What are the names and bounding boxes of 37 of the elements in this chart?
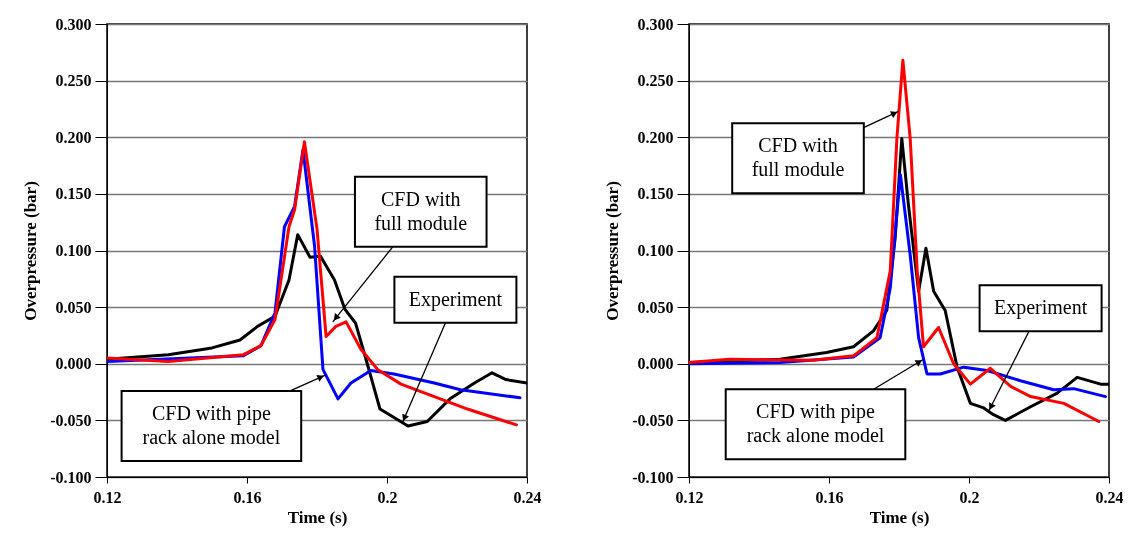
y-tick-label: 0.000 [55,355,92,373]
y-tick-label: 0.100 [637,242,674,259]
x-tick-label: 0.24 [513,488,542,506]
x-tick-label: 0.12 [675,488,704,506]
y-tick-label: 0.300 [55,15,92,33]
y-tick-label: 0.100 [55,242,92,259]
annotation: CFD with full module [374,187,468,234]
y-tick-label: 0.000 [637,355,674,373]
x-tick-label: 0.24 [1095,488,1124,506]
y-tick-label: 0.300 [637,15,674,33]
x-tick-label: 0.2 [959,488,980,506]
y-tick-label: -0.100 [632,468,674,486]
x-tick-label: 0.16 [815,488,844,506]
x-tick-label: 0.2 [377,488,398,506]
y-tick-label: -0.050 [50,411,92,429]
y-tick-label: 0.200 [637,128,674,146]
y-tick-label: 0.250 [55,72,92,90]
y-tick-label: -0.100 [50,468,92,486]
x-axis-title: Time (s) [287,507,348,527]
y-tick-label: 0.150 [637,185,674,203]
annotation: Experiment [993,296,1088,320]
y-axis-title: Overpressure (bar) [21,181,41,321]
annotation: CFD with pipe rack alone model [142,402,281,449]
y-tick-label: 0.250 [637,72,674,90]
y-tick-label: 0.150 [55,185,92,203]
x-tick-label: 0.12 [93,488,122,506]
annotation: Experiment [408,287,503,311]
x-tick-label: 0.16 [233,488,262,506]
y-tick-label: 0.050 [637,298,674,316]
y-tick-label: 0.050 [55,298,92,316]
annotation: CFD with pipe rack alone model [746,400,885,447]
annotation: CFD with full module [751,134,845,181]
y-tick-label: -0.050 [632,411,674,429]
line-series [689,58,1101,424]
y-axis-title: Overpressure (bar) [603,181,623,321]
y-tick-label: 0.200 [55,128,92,146]
x-axis-title: Time (s) [869,507,930,527]
